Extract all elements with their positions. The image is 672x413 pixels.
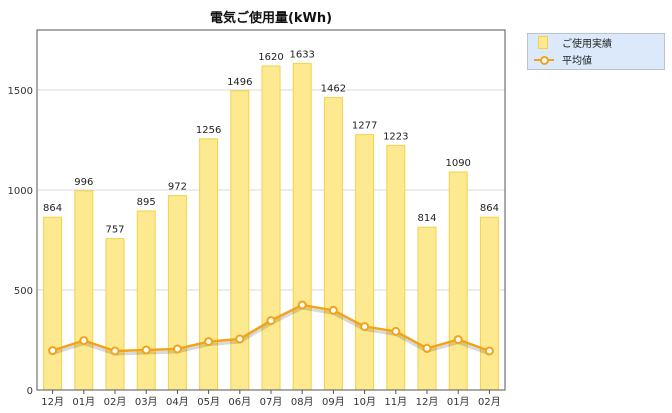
legend-item-usage[interactable]: ご使用実績 xyxy=(528,34,664,51)
y-tick-label: 1500 xyxy=(8,86,33,97)
x-tick-label: 04月 xyxy=(166,396,189,408)
x-tick-label: 02月 xyxy=(478,396,501,408)
average-point xyxy=(110,346,120,356)
data-label: 757 xyxy=(105,225,124,236)
data-label: 864 xyxy=(480,203,499,214)
bar xyxy=(105,238,125,391)
bar xyxy=(230,90,250,391)
average-point xyxy=(235,334,245,344)
bar xyxy=(167,195,187,391)
average-point xyxy=(391,326,401,336)
data-label: 1090 xyxy=(445,158,470,169)
bar xyxy=(74,190,94,391)
x-tick-label: 11月 xyxy=(384,396,407,408)
legend: ご使用実績 平均値 xyxy=(527,33,665,70)
bar xyxy=(323,97,343,391)
bar xyxy=(199,138,219,391)
y-tick-label: 0 xyxy=(27,386,33,397)
data-label: 1277 xyxy=(352,121,377,132)
average-point xyxy=(297,300,307,310)
x-tick-label: 12月 xyxy=(41,396,64,408)
average-point xyxy=(360,322,370,332)
x-tick-label: 05月 xyxy=(197,396,220,408)
bar xyxy=(261,65,281,391)
average-point xyxy=(141,345,151,355)
data-label: 1462 xyxy=(321,84,346,95)
line-swatch-icon xyxy=(534,55,554,65)
average-point xyxy=(79,336,89,346)
bar xyxy=(292,62,312,391)
bar xyxy=(448,171,468,391)
legend-item-average[interactable]: 平均値 xyxy=(528,51,664,68)
legend-label: 平均値 xyxy=(562,56,592,67)
data-label: 814 xyxy=(417,213,436,224)
x-tick-label: 03月 xyxy=(135,396,158,408)
data-label: 864 xyxy=(43,203,62,214)
average-point xyxy=(48,346,58,356)
average-point xyxy=(266,316,276,326)
x-tick-label: 02月 xyxy=(104,396,127,408)
data-label: 996 xyxy=(74,177,93,188)
data-label: 1633 xyxy=(289,49,314,60)
x-tick-label: 06月 xyxy=(228,396,251,408)
bar xyxy=(355,134,375,391)
average-point xyxy=(172,344,182,354)
average-point xyxy=(328,305,338,315)
data-label: 1620 xyxy=(258,52,283,63)
bar xyxy=(43,216,63,391)
average-point xyxy=(453,335,463,345)
average-point xyxy=(422,343,432,353)
x-tick-label: 12月 xyxy=(416,396,439,408)
average-point xyxy=(204,337,214,347)
data-label: 895 xyxy=(137,197,156,208)
x-tick-label: 08月 xyxy=(291,396,314,408)
data-label: 1256 xyxy=(196,125,221,136)
x-tick-label: 09月 xyxy=(322,396,345,408)
x-tick-label: 01月 xyxy=(447,396,470,408)
x-tick-label: 07月 xyxy=(260,396,283,408)
bar xyxy=(386,144,406,391)
bar xyxy=(136,210,156,391)
chart-title: 電気ご使用量(kWh) xyxy=(210,10,332,26)
data-label: 972 xyxy=(168,182,187,193)
bar xyxy=(479,216,499,391)
average-point xyxy=(484,346,494,356)
x-tick-label: 10月 xyxy=(353,396,376,408)
y-tick-label: 1000 xyxy=(8,186,33,197)
bar-swatch-icon xyxy=(538,36,548,49)
legend-label: ご使用実績 xyxy=(562,39,612,50)
bar xyxy=(417,226,437,391)
data-label: 1223 xyxy=(383,131,408,142)
x-tick-label: 01月 xyxy=(72,396,95,408)
data-label: 1496 xyxy=(227,77,252,88)
y-tick-label: 500 xyxy=(14,286,33,297)
